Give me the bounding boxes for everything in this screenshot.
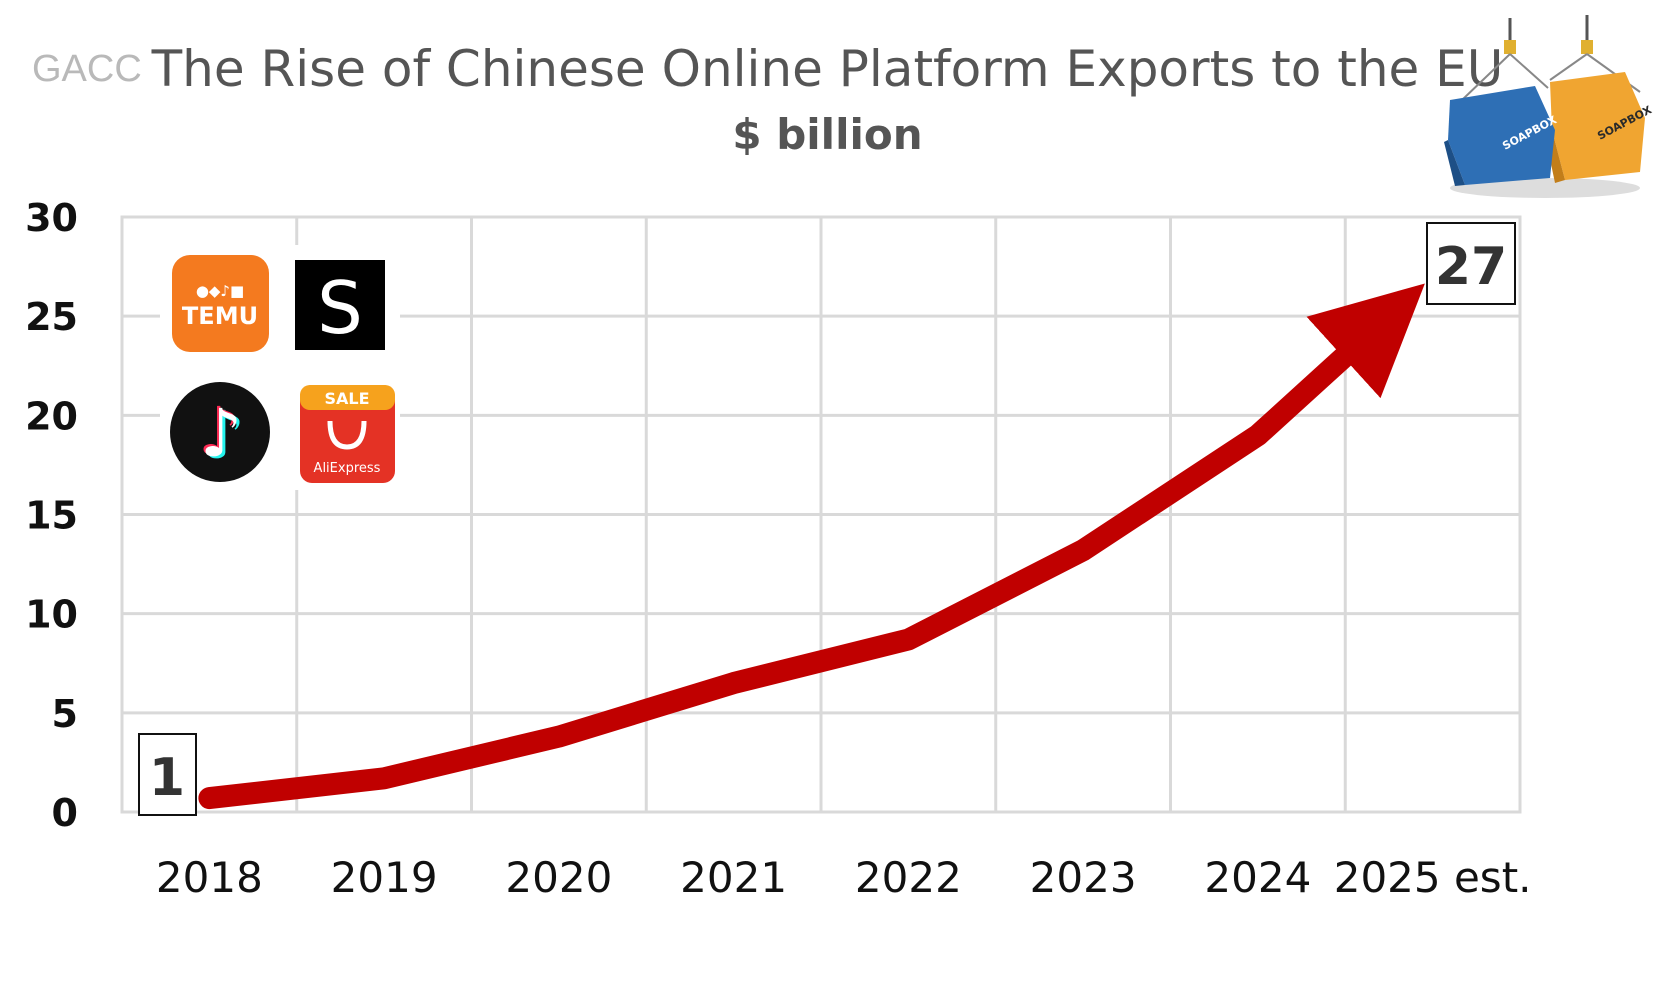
svg-text:27: 27 [1435,237,1507,297]
chart-title: The Rise of Chinese Online Platform Expo… [151,40,1504,98]
y-tick-label: 10 [25,593,78,637]
data-point [907,638,910,641]
data-point [1082,549,1085,552]
x-tick-label: 2022 [855,853,962,902]
data-point [208,797,211,800]
svg-text:♪: ♪ [203,397,245,474]
x-tick-label: 2019 [331,853,438,902]
shein-logo: S [295,260,385,350]
x-tick-label: 2025 est. [1334,853,1532,902]
end-value-callout: 27 [1426,222,1516,305]
start-value-callout: 1 [138,733,197,816]
source-label: GACC [32,48,142,90]
tiktok-logo: ♪ ♪ ♪ [170,382,270,482]
x-tick-label: 2021 [680,853,787,902]
series-line [198,344,1357,810]
data-point [557,735,560,738]
y-tick-label: 30 [25,196,78,240]
platform-logos: ●◆♪■ TEMU S ♪ ♪ ♪ SALE AliExpress [160,245,400,490]
series-arrow [1306,283,1425,399]
y-axis-ticks: 0 5 10 15 20 25 30 [25,196,78,835]
data-point [1256,434,1259,437]
shipping-containers-illustration: SOAPBOX SOAPBOX [1444,15,1654,198]
svg-text:AliExpress: AliExpress [314,461,381,476]
data-point [732,682,735,685]
svg-text:S: S [317,266,363,350]
x-tick-label: 2023 [1030,853,1137,902]
svg-text:●◆♪■: ●◆♪■ [196,282,244,300]
y-tick-label: 5 [52,692,78,736]
y-tick-label: 15 [25,494,78,538]
svg-text:TEMU: TEMU [182,302,258,330]
y-tick-label: 0 [52,791,78,835]
y-tick-label: 25 [25,295,78,339]
aliexpress-logo: SALE AliExpress [300,385,395,483]
chart-subtitle: $ billion [732,110,923,159]
data-point [383,777,386,780]
temu-logo: ●◆♪■ TEMU [172,255,269,352]
x-tick-label: 2018 [156,853,263,902]
y-tick-label: 20 [25,394,78,438]
svg-text:1: 1 [149,748,185,808]
x-tick-label: 2024 [1204,853,1311,902]
svg-text:♪: ♪ [198,393,240,470]
svg-text:SALE: SALE [324,389,369,408]
svg-text:♪: ♪ [200,395,242,472]
x-axis-ticks: 2018 2019 2020 2021 2022 2023 2024 2025 est. [156,853,1532,902]
x-tick-label: 2020 [505,853,612,902]
